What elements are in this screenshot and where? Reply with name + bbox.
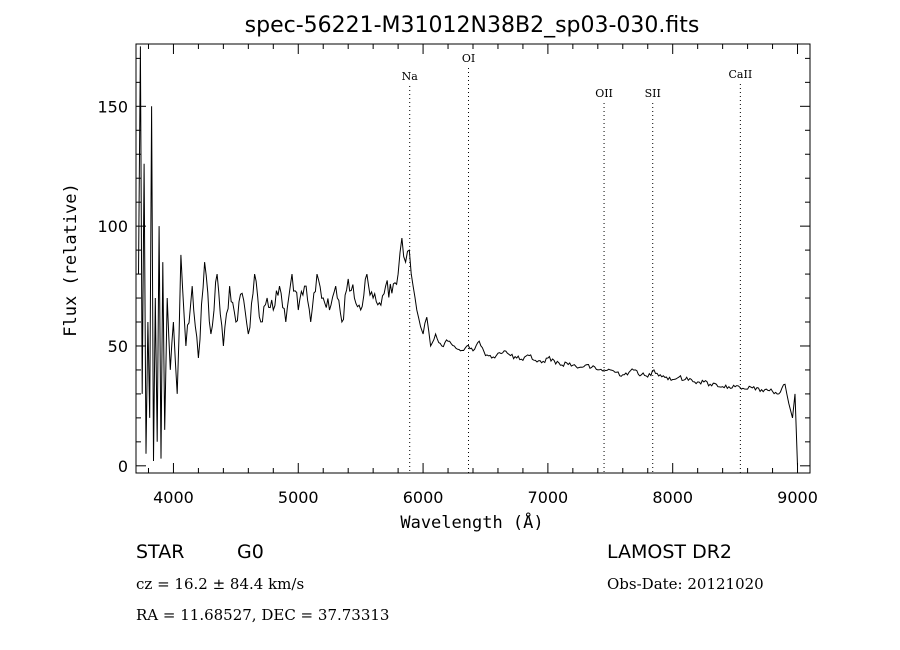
x-tick-label: 6000: [403, 488, 444, 507]
spectral-line-label: CaII: [729, 68, 753, 81]
y-tick-label: 150: [97, 97, 128, 116]
x-tick-label: 7000: [528, 488, 569, 507]
spectral-line-label: Na: [402, 70, 419, 83]
spectrum-series-line: [138, 46, 798, 466]
x-tick-label: 5000: [278, 488, 319, 507]
redshift-cz: cz = 16.2 ± 84.4 km/s: [136, 575, 304, 593]
ra-dec-coordinates: RA = 11.68527, DEC = 37.73313: [136, 606, 389, 624]
y-tick-label: 100: [97, 217, 128, 236]
axis-ticks: [136, 44, 810, 473]
observation-date: Obs-Date: 20121020: [607, 575, 764, 593]
chart-title: spec-56221-M31012N38B2_sp03-030.fits: [245, 13, 700, 38]
object-subclass: G0: [237, 541, 264, 563]
object-class: STAR: [136, 541, 184, 563]
plot-frame: [135, 43, 811, 474]
spectral-line-label: SII: [645, 87, 661, 100]
y-axis-label: Flux (relative): [61, 183, 81, 337]
x-tick-label: 8000: [652, 488, 693, 507]
y-tick-label: 50: [108, 337, 128, 356]
spectral-line-label: OII: [595, 87, 613, 100]
spectral-line-markers: Na OI OII SII CaII: [402, 52, 753, 473]
x-axis-label: Wavelength (Å): [400, 511, 543, 533]
spectral-line-label: OI: [462, 52, 475, 65]
x-tick-label: 9000: [777, 488, 818, 507]
axis-tick-labels: 4000 5000 6000 7000 8000 9000 0 50 100 150: [97, 97, 817, 507]
x-tick-label: 4000: [153, 488, 194, 507]
survey-name: LAMOST DR2: [607, 541, 732, 563]
y-tick-label: 0: [118, 457, 128, 476]
